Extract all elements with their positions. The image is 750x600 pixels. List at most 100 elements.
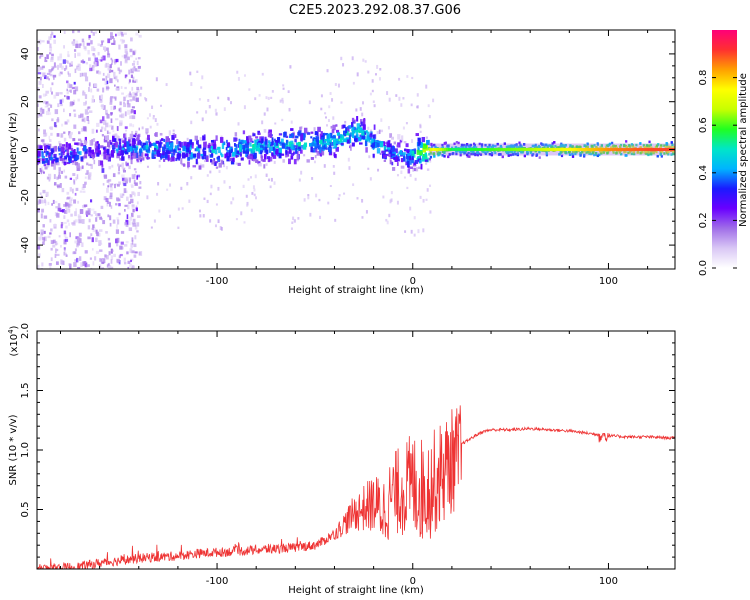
- heat-cell: [354, 138, 357, 141]
- heat-cell: [473, 143, 476, 147]
- heat-cell: [189, 71, 192, 76]
- heat-cell: [45, 110, 50, 116]
- heat-cell: [75, 208, 78, 212]
- heat-cell: [673, 150, 675, 153]
- heat-cell: [163, 138, 166, 142]
- heat-cell: [79, 155, 81, 160]
- heat-cell: [334, 218, 337, 222]
- heat-cell: [559, 146, 562, 150]
- heat-cell: [60, 146, 65, 152]
- heat-cell: [91, 98, 95, 103]
- heat-core: [559, 148, 562, 151]
- heat-cell: [220, 152, 223, 156]
- heat-cell: [236, 70, 239, 74]
- heat-cell: [433, 143, 436, 147]
- heat-cell: [477, 152, 481, 156]
- heat-cell: [83, 146, 87, 152]
- heat-cell: [136, 86, 140, 91]
- heat-cell: [181, 152, 186, 159]
- heat-cell: [313, 127, 316, 131]
- heat-cell: [123, 96, 126, 101]
- heat-cell: [118, 138, 122, 145]
- heat-cell: [46, 163, 50, 168]
- heat-cell: [89, 64, 92, 68]
- heat-cell: [615, 151, 618, 155]
- heat-cell: [632, 149, 636, 153]
- heat-cell: [234, 132, 238, 137]
- heat-cell: [254, 174, 257, 179]
- heat-cell: [318, 198, 321, 202]
- heat-cell: [62, 59, 66, 64]
- heat-cell: [151, 105, 154, 110]
- heat-cell: [91, 155, 94, 158]
- heat-cell: [211, 159, 215, 165]
- heat-cell: [108, 166, 112, 170]
- spectrogram-x-tick-label: 0: [410, 276, 416, 287]
- heat-cell: [43, 143, 46, 147]
- heat-cell: [72, 99, 76, 103]
- heat-cell: [226, 139, 228, 144]
- heat-cell: [127, 204, 130, 210]
- heat-cell: [122, 193, 125, 196]
- heat-cell: [130, 267, 134, 269]
- heat-cell: [136, 158, 140, 163]
- heat-cell: [265, 163, 268, 166]
- heat-cell: [366, 131, 370, 136]
- heat-cell: [583, 149, 587, 153]
- heat-cell: [333, 154, 337, 158]
- heat-cell: [185, 152, 189, 157]
- heat-cell: [130, 200, 133, 203]
- heat-cell: [340, 56, 343, 61]
- heat-cell: [431, 152, 434, 155]
- heat-cell: [74, 248, 77, 252]
- heat-cell: [429, 150, 432, 153]
- heat-cell: [338, 194, 341, 197]
- snr-plot-area: [37, 331, 675, 569]
- heat-cell: [87, 49, 90, 55]
- heat-cell: [64, 149, 67, 152]
- heat-cell: [410, 103, 413, 107]
- heat-cell: [484, 151, 487, 154]
- heat-cell: [80, 262, 83, 267]
- heat-cell: [362, 58, 365, 62]
- heat-cell: [73, 124, 77, 129]
- heat-cell: [269, 141, 273, 147]
- heat-cell: [130, 74, 134, 78]
- heat-cell: [378, 129, 381, 134]
- heat-cell: [258, 147, 261, 153]
- heat-cell: [348, 139, 352, 143]
- heat-cell: [153, 219, 156, 223]
- heat-cell: [131, 141, 134, 147]
- heat-cell: [558, 152, 561, 156]
- heat-cell: [176, 139, 179, 145]
- heat-cell: [224, 153, 227, 159]
- heat-cell: [371, 89, 374, 93]
- heat-cell: [116, 237, 120, 243]
- heat-cell: [303, 144, 307, 150]
- heat-cell: [319, 139, 323, 144]
- heat-cell: [74, 219, 78, 223]
- heat-core: [557, 148, 560, 151]
- heat-cell: [69, 263, 72, 269]
- heat-core: [628, 148, 631, 151]
- heat-cell: [95, 129, 98, 133]
- heat-cell: [106, 153, 110, 157]
- heat-cell: [401, 135, 404, 141]
- heat-cell: [559, 151, 562, 154]
- heat-cell: [128, 165, 131, 170]
- heat-cell: [105, 85, 109, 91]
- heat-cell: [89, 155, 92, 159]
- heat-cell: [220, 137, 224, 143]
- heat-cell: [80, 156, 84, 161]
- heat-cell: [132, 265, 135, 269]
- heat-cell: [50, 257, 53, 262]
- heat-cell: [125, 59, 128, 62]
- heat-cell: [280, 153, 285, 156]
- heat-cell: [157, 152, 161, 157]
- spectrogram-y-axis-label: Frequency (Hz): [8, 112, 19, 188]
- heat-cell: [65, 147, 69, 151]
- heat-core: [643, 148, 646, 151]
- heat-cell: [83, 46, 87, 50]
- heat-cell: [281, 144, 286, 149]
- heat-cell: [596, 154, 599, 158]
